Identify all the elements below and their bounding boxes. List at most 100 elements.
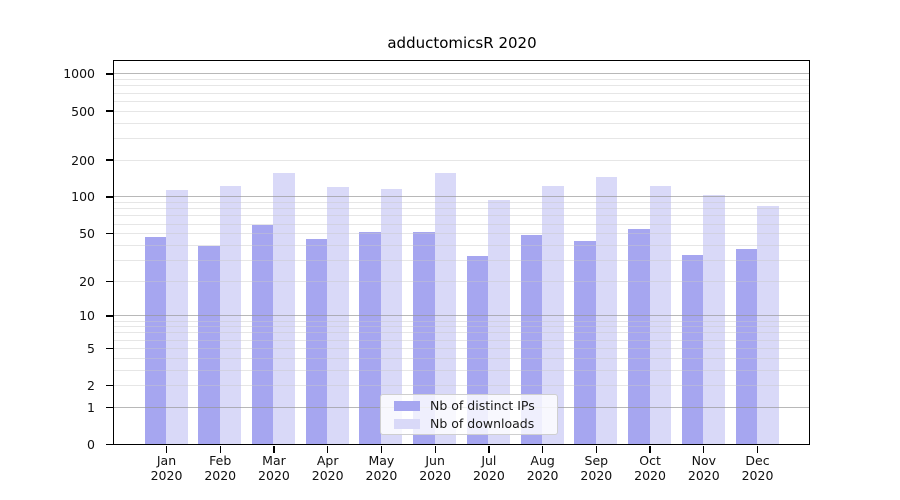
bar-nb-of-distinct-ips-apr-2020 [305,238,328,444]
gridline-minor-800 [114,85,809,87]
x-tick-label-jan-2020: Jan 2020 [135,453,199,483]
y-tick-200 [106,159,113,161]
y-tick-label-2: 2 [87,378,95,394]
x-tick-jan-2020 [165,446,168,453]
x-tick-label-line: 2020 [150,467,183,483]
bar-nb-of-downloads-feb-2020 [219,186,242,444]
bar-nb-of-downloads-jul-2020 [488,200,510,444]
bar-nb-of-downloads-jan-2020 [166,189,188,444]
y-tick-0 [106,443,113,446]
y-tick-20 [106,280,113,282]
bar-nb-of-distinct-ips-jan-2020 [144,237,166,444]
bar-nb-of-downloads-sep-2020 [595,176,618,444]
gridline-minor-70 [114,215,809,217]
x-tick-label-line: 2020 [365,467,398,483]
bar-nb-of-distinct-ips-aug-2020 [520,235,543,444]
bar-nb-of-downloads-aug-2020 [542,186,564,444]
x-tick-dec-2020 [756,446,759,453]
x-tick-label-line: 2020 [526,467,559,483]
x-tick-label-nov-2020: Nov 2020 [672,453,736,483]
y-tick-label-50: 50 [79,226,95,242]
legend-item-distinct-ips: Nb of distinct IPs [394,398,557,413]
x-tick-label-line: Aug [530,453,555,468]
y-tick-50 [106,233,113,235]
x-tick-label-aug-2020: Aug 2020 [511,453,575,483]
gridline-minor-60 [114,223,809,225]
gridline-minor-50 [114,233,809,235]
bar-nb-of-distinct-ips-may-2020 [359,232,381,444]
gridline-minor-300 [114,137,809,139]
x-tick-label-line: Nov [691,453,716,468]
x-tick-label-line: Sep [584,453,609,468]
gridline-minor-6 [114,339,809,341]
bar-nb-of-downloads-nov-2020 [703,195,725,444]
x-tick-label-feb-2020: Feb 2020 [188,453,252,483]
y-tick-500 [106,110,113,112]
x-tick-label-jun-2020: Jun 2020 [403,453,467,483]
legend: Nb of distinct IPs Nb of downloads [380,394,558,435]
y-tick-label-100: 100 [71,189,95,205]
x-tick-label-line: 2020 [204,467,237,483]
x-tick-label-line: 2020 [634,467,666,483]
gridline-minor-40 [114,244,809,246]
y-tick-2 [106,384,113,387]
x-tick-label-line: Apr [316,453,339,468]
y-tick-1 [106,406,113,409]
x-tick-label-line: 2020 [258,467,290,483]
plot-area [113,60,810,445]
x-tick-jun-2020 [434,446,436,453]
y-tick-label-5: 5 [87,340,95,356]
y-tick-label-0: 0 [87,437,95,452]
x-tick-apr-2020 [327,446,329,453]
gridline-minor-80 [114,208,809,210]
gridline-minor-7 [114,332,809,334]
gridline-minor-2 [114,385,809,387]
y-tick-100 [106,196,113,198]
y-tick-label-20: 20 [79,273,95,289]
gridline-minor-20 [114,280,809,282]
gridline-minor-700 [114,92,809,94]
x-tick-sep-2020 [595,446,598,453]
x-tick-label-line: Oct [639,453,661,468]
legend-swatch-distinct-ips-icon [394,400,420,411]
bar-nb-of-downloads-may-2020 [380,189,403,444]
x-tick-label-line: Dec [745,453,770,468]
x-tick-label-line: Jan [156,453,177,468]
x-tick-label-line: Feb [209,453,232,468]
x-tick-label-dec-2020: Dec 2020 [726,453,790,483]
legend-swatch-downloads-icon [394,418,420,429]
gridline-minor-9 [114,320,809,322]
chart-title: adductomicsR 2020 [387,34,537,52]
bar-nb-of-downloads-jun-2020 [434,172,457,444]
bar-nb-of-distinct-ips-sep-2020 [574,241,596,444]
x-tick-label-line: 2020 [687,467,720,483]
bar-nb-of-distinct-ips-dec-2020 [735,248,758,444]
bar-nb-of-distinct-ips-jun-2020 [413,232,435,444]
gridline-minor-5 [114,347,809,349]
x-tick-label-line: 2020 [580,467,613,483]
x-tick-label-may-2020: May 2020 [349,453,413,483]
gridline-major-100 [114,196,809,198]
y-tick-label-10: 10 [79,308,95,324]
bar-nb-of-downloads-mar-2020 [273,173,295,444]
legend-item-downloads: Nb of downloads [394,416,557,431]
bar-nb-of-distinct-ips-mar-2020 [251,225,274,444]
gridline-minor-600 [114,100,809,102]
gridline-minor-200 [114,159,809,161]
gridline-minor-90 [114,202,809,204]
y-tick-label-500: 500 [71,103,95,119]
gridline-minor-8 [114,326,809,328]
bar-nb-of-distinct-ips-feb-2020 [198,246,220,444]
gridline-minor-900 [114,79,809,81]
x-tick-label-line: 2020 [311,467,344,483]
legend-label-distinct-ips: Nb of distinct IPs [430,398,535,413]
y-tick-10 [106,315,113,317]
x-tick-aug-2020 [542,446,544,453]
gridline-major-1000 [114,73,809,75]
x-tick-label-line: 2020 [419,467,452,483]
bar-nb-of-downloads-dec-2020 [757,206,779,444]
bar-nb-of-distinct-ips-oct-2020 [628,229,650,444]
y-tick-1000 [106,73,113,75]
legend-label-downloads: Nb of downloads [430,416,535,431]
